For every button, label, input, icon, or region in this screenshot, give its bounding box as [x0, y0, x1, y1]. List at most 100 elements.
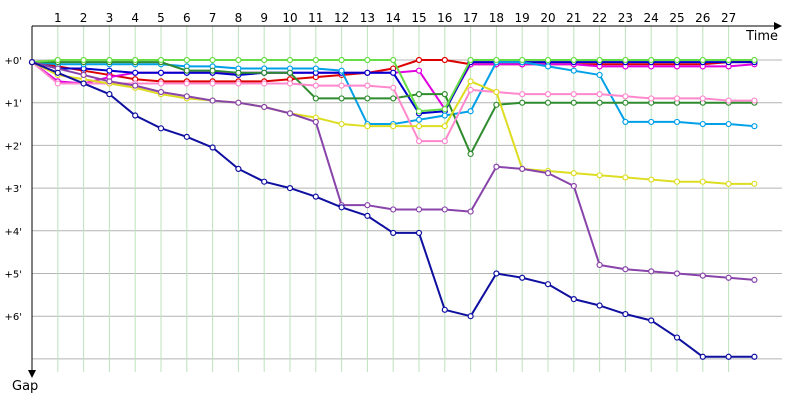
- data-point: [261, 80, 268, 87]
- data-point: [570, 296, 577, 303]
- data-point: [493, 270, 500, 277]
- series-10: [28, 59, 758, 360]
- data-point: [622, 310, 629, 318]
- data-point: [390, 56, 397, 64]
- x-tick-label: 17: [463, 11, 478, 25]
- data-point: [622, 56, 629, 64]
- data-point: [751, 56, 758, 64]
- x-tick-label: 14: [386, 11, 401, 25]
- data-point: [519, 99, 526, 106]
- data-point: [132, 56, 139, 64]
- data-point: [673, 178, 681, 185]
- data-point: [390, 95, 397, 102]
- data-point: [441, 123, 448, 130]
- data-point: [725, 353, 732, 360]
- x-tick-label: 19: [515, 11, 530, 25]
- data-point: [157, 80, 165, 87]
- data-point: [570, 91, 577, 98]
- x-tick-label: 5: [157, 11, 165, 25]
- data-point: [106, 56, 113, 64]
- y-tick-label: +4': [5, 227, 23, 238]
- x-tick-label: 20: [540, 11, 555, 25]
- data-point: [725, 120, 732, 128]
- data-point: [235, 99, 242, 106]
- data-point: [441, 91, 448, 98]
- data-point: [157, 69, 165, 76]
- data-point: [519, 274, 526, 281]
- data-point: [493, 101, 500, 108]
- y-tick-label: +3': [5, 184, 23, 195]
- data-point: [80, 80, 87, 87]
- data-point: [467, 313, 474, 320]
- data-point: [467, 56, 474, 64]
- data-point: [132, 69, 139, 76]
- data-point: [467, 150, 474, 158]
- data-point: [338, 120, 345, 128]
- data-point: [441, 112, 448, 119]
- data-point: [132, 82, 139, 89]
- x-axis-arrow: [774, 22, 782, 30]
- data-point: [338, 67, 345, 74]
- data-point: [493, 56, 500, 64]
- data-point: [673, 270, 681, 277]
- x-tick-label: 1: [54, 11, 62, 25]
- data-point: [519, 56, 526, 64]
- data-point: [751, 353, 758, 360]
- data-point: [441, 306, 448, 313]
- data-point: [364, 202, 371, 209]
- horizontal-grid: [32, 59, 782, 360]
- data-point: [622, 93, 629, 100]
- data-point: [596, 261, 603, 269]
- data-point: [699, 353, 706, 360]
- series-5: [28, 59, 758, 158]
- x-tick-label: 26: [695, 11, 710, 25]
- data-point: [519, 91, 526, 98]
- data-point: [364, 212, 371, 219]
- data-point: [570, 56, 577, 64]
- data-point: [209, 97, 216, 104]
- axes: [28, 22, 782, 378]
- y-tick-label: +0': [5, 56, 23, 67]
- data-point: [286, 185, 294, 192]
- data-point: [209, 80, 216, 87]
- data-point: [751, 180, 758, 187]
- data-point: [596, 172, 603, 179]
- data-point: [699, 95, 706, 102]
- data-point: [493, 163, 500, 170]
- data-point: [209, 144, 216, 151]
- x-tick-label: 21: [566, 11, 581, 25]
- data-point: [415, 138, 423, 145]
- data-point: [235, 69, 242, 76]
- data-point: [596, 56, 603, 64]
- y-tick-labels: +0' +1' +2' +3' +4' +5' +6': [5, 56, 23, 323]
- data-point: [209, 67, 216, 74]
- data-point: [467, 108, 474, 115]
- data-point: [570, 170, 577, 177]
- data-point: [544, 91, 552, 98]
- data-point: [699, 120, 706, 128]
- x-tick-label: 15: [411, 11, 426, 25]
- x-tick-label: 23: [618, 11, 633, 25]
- data-point: [415, 108, 423, 115]
- data-point: [699, 56, 706, 64]
- x-tick-label: 10: [282, 11, 297, 25]
- data-point: [364, 123, 371, 130]
- data-point: [338, 204, 345, 211]
- data-point: [157, 56, 165, 64]
- data-point: [622, 174, 629, 181]
- data-point: [699, 272, 706, 279]
- data-point: [286, 69, 294, 76]
- data-point: [390, 84, 397, 91]
- data-point: [725, 56, 732, 64]
- x-tick-label: 25: [669, 11, 684, 25]
- data-point: [364, 56, 371, 64]
- data-point: [80, 56, 87, 64]
- data-point: [54, 69, 61, 76]
- data-point: [544, 281, 552, 288]
- data-point: [183, 93, 190, 100]
- data-point: [751, 276, 758, 284]
- data-point: [106, 67, 113, 74]
- data-point: [673, 95, 681, 102]
- data-point: [751, 123, 758, 130]
- y-tick-label: +5': [5, 270, 23, 281]
